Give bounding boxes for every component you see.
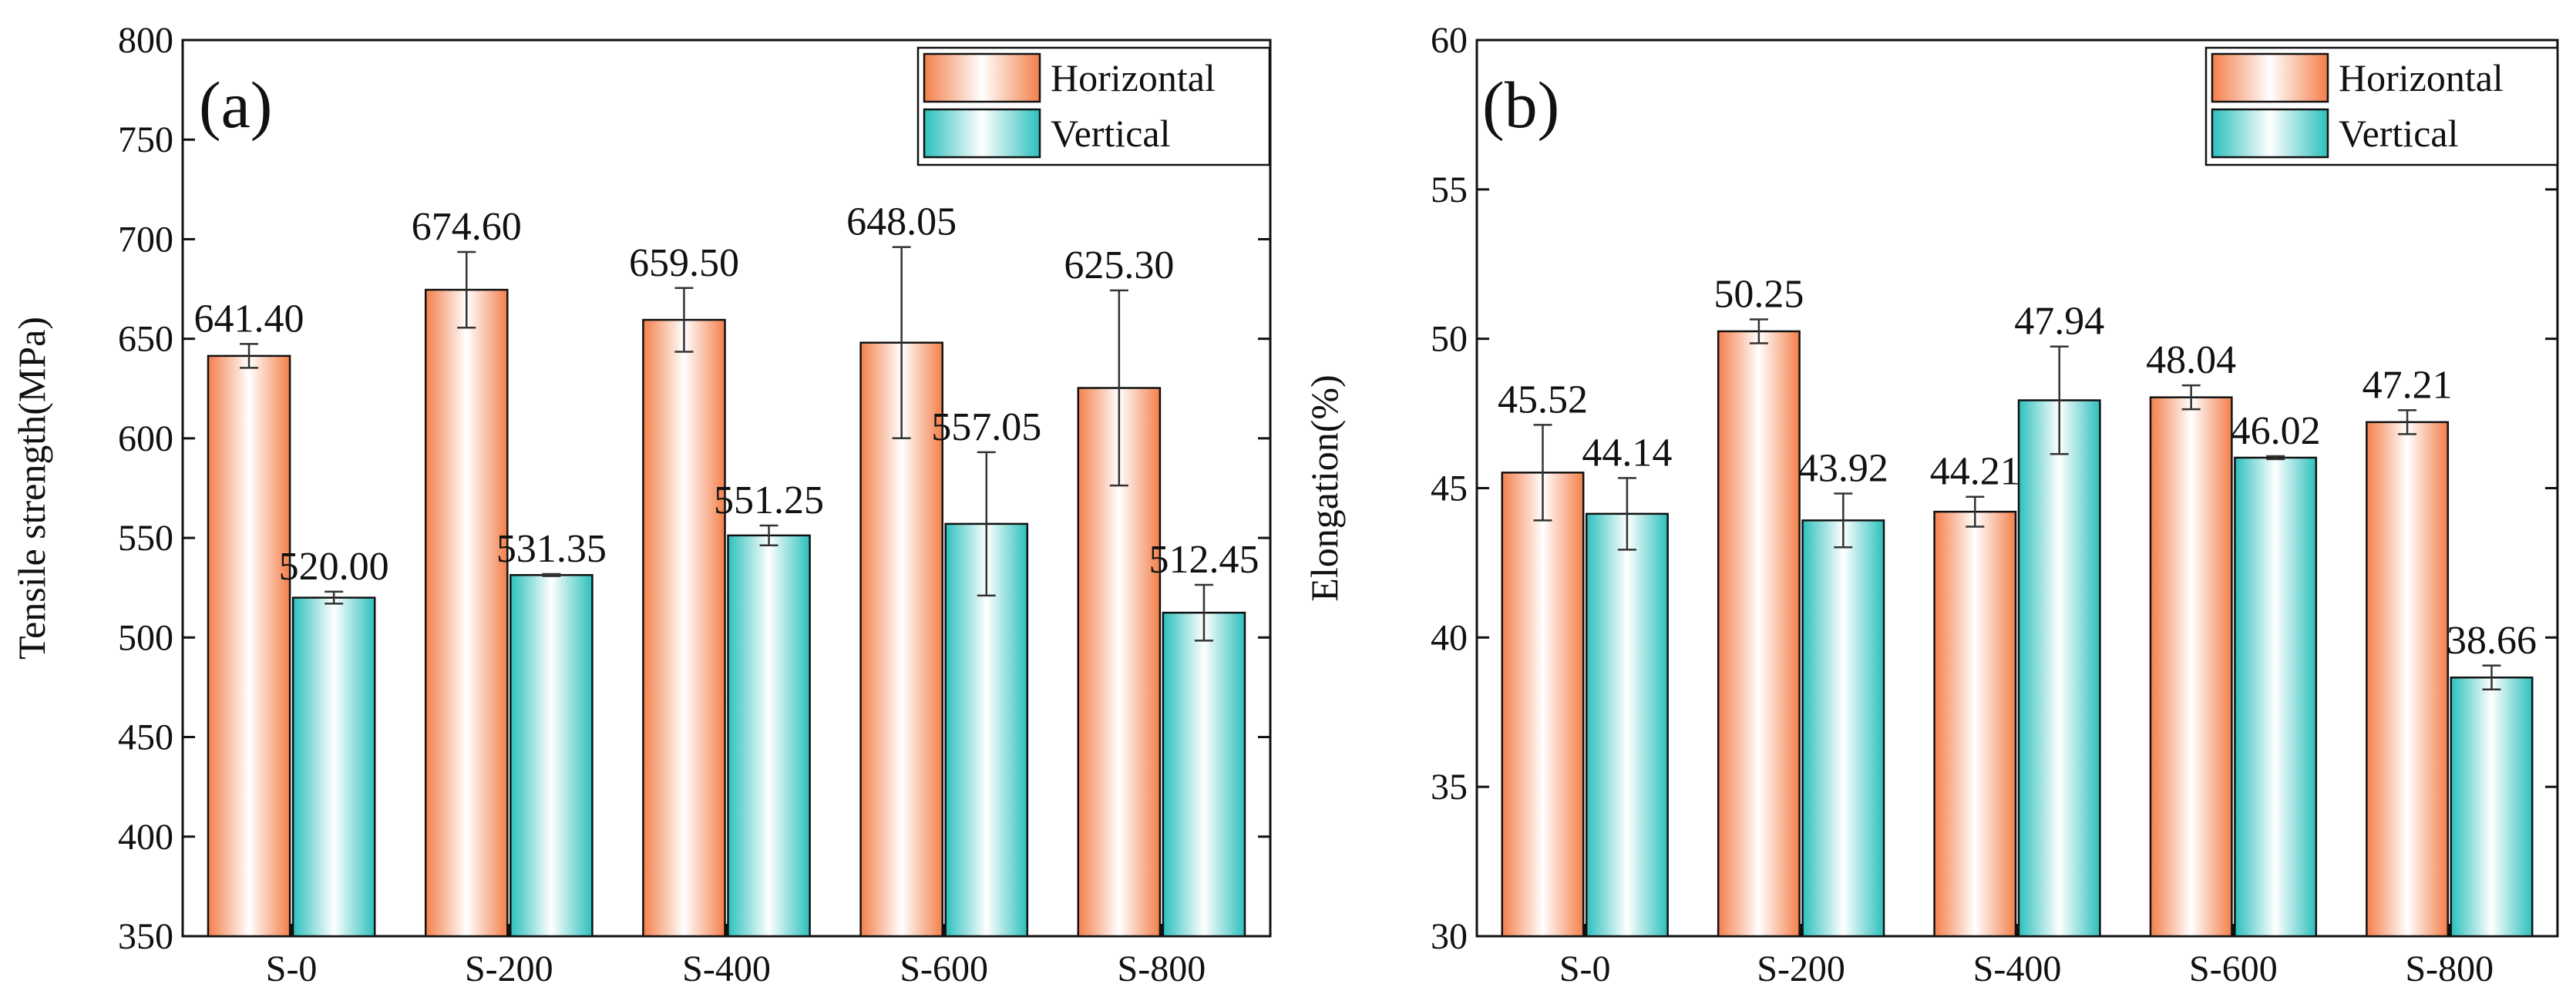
legend-label-a-horizontal: Horizontal xyxy=(1051,56,1216,99)
data-label-b-vertical: 38.66 xyxy=(2447,619,2537,663)
bar-b-horizontal xyxy=(1933,510,2017,938)
data-label-b-horizontal: 48.04 xyxy=(2146,338,2236,382)
y-tick-label-a: 350 xyxy=(118,916,173,957)
x-tick-label-a: S-800 xyxy=(1118,949,1206,989)
panel-b-elongation: 30 35 40 45 50 55 60 S-0 45.52 44.14 S-200 50.25 43.… xyxy=(1303,20,2559,989)
y-tick-label-b: 40 xyxy=(1431,617,1468,658)
bar-b-vertical xyxy=(1801,519,1885,938)
panel-letter-b: (b) xyxy=(1482,68,1559,142)
legend-label-a-vertical: Vertical xyxy=(1051,112,1170,155)
x-tick-label-b: S-200 xyxy=(1757,949,1845,989)
y-tick-label-b: 30 xyxy=(1431,916,1468,957)
legend-label-b-horizontal: Horizontal xyxy=(2339,56,2504,99)
y-tick-label-a: 700 xyxy=(118,219,173,260)
x-tick-label-a: S-200 xyxy=(465,949,553,989)
y-tick-label-a: 650 xyxy=(118,319,173,360)
x-tick-label-b: S-800 xyxy=(2405,949,2494,989)
panel-letter-a: (a) xyxy=(199,68,272,142)
y-tick-label-b: 45 xyxy=(1431,468,1468,509)
x-tick-label-b: S-600 xyxy=(2189,949,2278,989)
data-label-a-horizontal: 648.05 xyxy=(846,200,957,244)
bar-b-horizontal xyxy=(1717,330,1801,938)
bar-a-vertical xyxy=(1162,611,1246,938)
y-tick-label-a: 600 xyxy=(118,418,173,459)
y-tick-label-b: 55 xyxy=(1431,170,1468,210)
y-tick-label-a: 400 xyxy=(118,817,173,858)
data-label-a-horizontal: 625.30 xyxy=(1064,243,1174,287)
y-tick-label-a: 450 xyxy=(118,717,173,758)
bar-a-vertical xyxy=(727,534,811,938)
x-tick-label-b: S-0 xyxy=(1559,949,1611,989)
legend-swatch-b-horizontal xyxy=(2211,52,2329,103)
bar-b-vertical xyxy=(2450,677,2534,938)
panel-a-tensile-strength: 350 400 450 500 550 600 650 700 750 800 S-0 641.40 5… xyxy=(10,20,1272,989)
legend-swatch-a-vertical xyxy=(923,108,1041,159)
data-label-a-horizontal: 641.40 xyxy=(194,297,304,341)
y-tick-label-b: 35 xyxy=(1431,767,1468,808)
data-label-b-vertical: 43.92 xyxy=(1798,446,1888,490)
data-label-a-vertical: 531.35 xyxy=(496,527,607,571)
bar-b-horizontal xyxy=(1501,472,1585,938)
data-label-a-horizontal: 674.60 xyxy=(412,205,522,249)
y-tick-label-a: 750 xyxy=(118,119,173,160)
bar-b-horizontal xyxy=(2366,421,2450,938)
data-label-a-vertical: 551.25 xyxy=(714,478,824,522)
legend-swatch-b-vertical xyxy=(2211,108,2329,159)
y-axis-title-b: Elongation(%) xyxy=(1303,374,1346,601)
bar-b-vertical xyxy=(2234,456,2318,938)
legend-label-b-vertical: Vertical xyxy=(2339,112,2458,155)
bar-b-vertical xyxy=(1585,512,1669,938)
y-tick-label-b: 60 xyxy=(1431,20,1468,61)
x-tick-label-b: S-400 xyxy=(1973,949,2062,989)
data-label-a-vertical: 557.05 xyxy=(931,405,1041,449)
y-axis-title-a: Tensile strength(MPa) xyxy=(10,317,53,660)
y-tick-label-a: 550 xyxy=(118,518,173,559)
data-label-b-vertical: 44.14 xyxy=(1582,431,1672,475)
bar-a-horizontal xyxy=(859,341,943,938)
y-tick-label-b: 50 xyxy=(1431,319,1468,360)
data-label-b-horizontal: 45.52 xyxy=(1498,378,1588,421)
bar-b-horizontal xyxy=(2149,396,2233,938)
x-tick-label-a: S-400 xyxy=(682,949,771,989)
x-tick-label-a: S-0 xyxy=(266,949,318,989)
legend-swatch-a-horizontal xyxy=(923,52,1041,103)
y-tick-label-a: 500 xyxy=(118,617,173,658)
data-label-a-horizontal: 659.50 xyxy=(629,241,739,285)
data-label-a-vertical: 512.45 xyxy=(1148,538,1259,582)
bar-a-horizontal xyxy=(642,318,726,938)
x-tick-label-a: S-600 xyxy=(900,949,988,989)
data-label-b-horizontal: 47.21 xyxy=(2362,363,2453,407)
data-label-b-horizontal: 44.21 xyxy=(1930,450,2020,494)
bar-a-vertical xyxy=(509,574,594,938)
y-tick-label-a: 800 xyxy=(118,20,173,61)
bar-a-vertical xyxy=(291,596,376,938)
data-label-b-vertical: 46.02 xyxy=(2231,409,2321,453)
bar-a-horizontal xyxy=(207,354,291,938)
data-label-a-vertical: 520.00 xyxy=(279,545,389,589)
data-label-b-vertical: 47.94 xyxy=(2014,300,2104,344)
data-label-b-horizontal: 50.25 xyxy=(1713,272,1804,316)
bar-a-horizontal xyxy=(424,288,509,938)
bar-b-vertical xyxy=(2017,399,2101,938)
